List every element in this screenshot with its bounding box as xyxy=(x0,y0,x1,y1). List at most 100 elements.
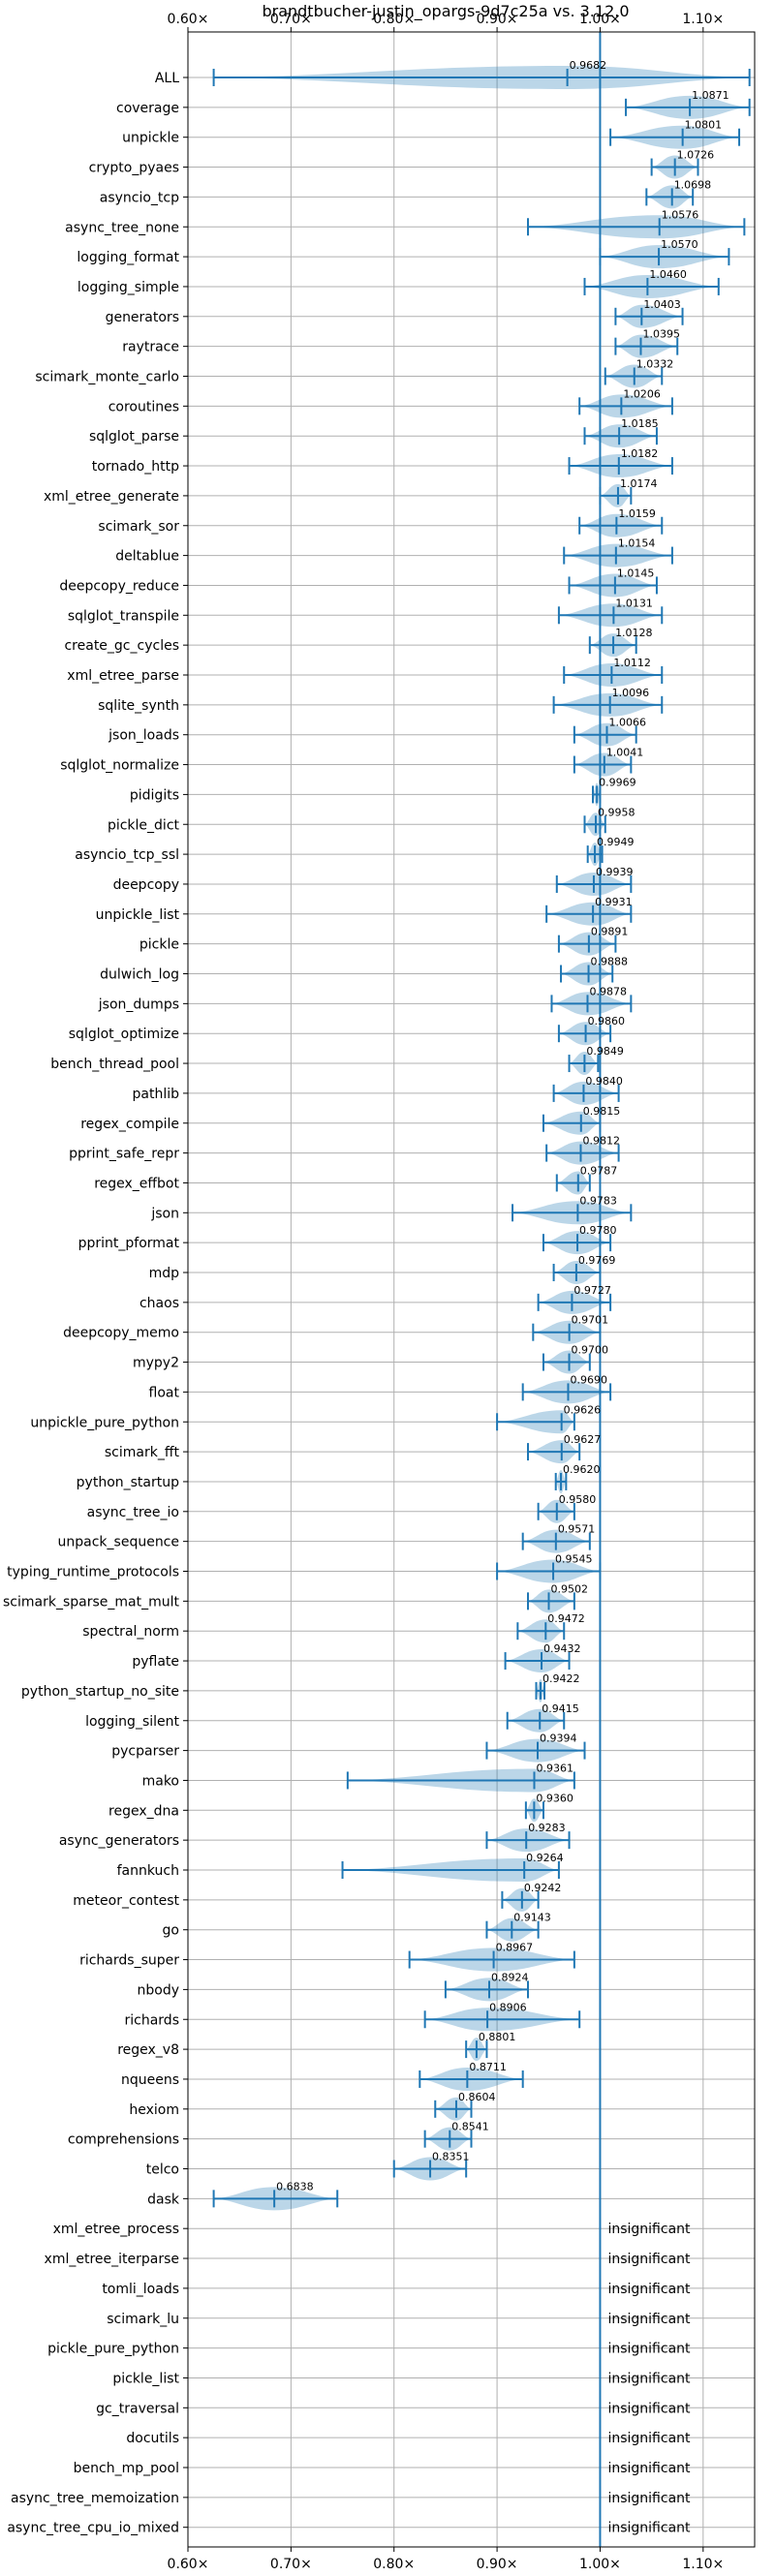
category-label: pycparser xyxy=(111,1744,179,1760)
category-label: comprehensions xyxy=(68,2132,179,2148)
value-label: 0.9939 xyxy=(596,866,634,878)
value-label: 1.0871 xyxy=(692,89,729,102)
category-label: docutils xyxy=(126,2431,179,2446)
value-label: 1.0801 xyxy=(685,119,723,132)
category-label: deltablue xyxy=(115,549,179,565)
category-label: logging_silent xyxy=(85,1714,179,1730)
category-label: sqlglot_parse xyxy=(89,429,179,445)
value-label: 0.8604 xyxy=(458,2091,496,2103)
value-label: 1.0726 xyxy=(677,149,715,162)
value-label: 0.9432 xyxy=(543,1642,581,1655)
value-label: 0.9264 xyxy=(526,1852,564,1864)
value-label: 1.0185 xyxy=(621,417,659,430)
category-label: asyncio_tcp xyxy=(100,190,179,205)
value-label: 1.0131 xyxy=(615,597,653,609)
value-label: 0.9626 xyxy=(564,1403,602,1416)
category-label: async_tree_none xyxy=(65,220,179,235)
category-label: bench_thread_pool xyxy=(50,1057,179,1072)
category-label: json_dumps xyxy=(98,997,179,1012)
value-label: 0.9415 xyxy=(542,1702,579,1715)
category-label: logging_simple xyxy=(78,280,179,295)
value-label: 0.9958 xyxy=(598,806,636,818)
category-label: xml_etree_process xyxy=(53,2222,179,2237)
insignificant-label: insignificant xyxy=(607,2521,691,2536)
category-label: python_startup xyxy=(77,1475,179,1490)
value-label: 0.9815 xyxy=(583,1105,621,1118)
category-label: fannkuch xyxy=(117,1863,179,1879)
value-label: 1.0395 xyxy=(642,328,680,341)
category-label: mako xyxy=(142,1773,179,1789)
category-label: pickle xyxy=(140,937,179,953)
label-layer: 0.60× 0.60× 0.70× 0.70× 0.80× 0.80× 0.90× 0.90×… xyxy=(3,12,729,2572)
category-label: tornado_http xyxy=(92,459,179,475)
category-label: asyncio_tcp_ssl xyxy=(75,847,179,863)
value-label: 1.0576 xyxy=(662,208,699,221)
insignificant-label: insignificant xyxy=(607,2431,691,2446)
value-label: 0.9580 xyxy=(559,1493,597,1506)
category-label: scimark_sparse_mat_mult xyxy=(3,1594,179,1610)
value-label: 0.8351 xyxy=(432,2151,470,2163)
value-label: 0.9787 xyxy=(580,1164,618,1177)
plot-frame xyxy=(187,31,756,2548)
value-label: 0.9700 xyxy=(572,1344,609,1357)
insignificant-label: insignificant xyxy=(607,2401,691,2416)
x-tick-label-bottom: 0.80× xyxy=(373,2557,415,2572)
x-tick-label-bottom: 0.90× xyxy=(477,2557,518,2572)
value-label: 0.9682 xyxy=(570,59,607,72)
value-label: 1.0112 xyxy=(613,657,651,669)
x-tick-label-top: 0.80× xyxy=(373,12,415,27)
category-label: gc_traversal xyxy=(96,2401,179,2416)
value-label: 0.9701 xyxy=(572,1314,609,1327)
category-label: xml_etree_parse xyxy=(67,668,179,684)
category-label: coroutines xyxy=(108,399,179,414)
value-label: 0.9969 xyxy=(599,776,636,788)
category-label: async_tree_cpu_io_mixed xyxy=(7,2521,179,2536)
value-label: 0.9840 xyxy=(585,1075,623,1088)
value-label: 0.9949 xyxy=(597,836,635,848)
value-label: 1.0145 xyxy=(617,567,655,579)
category-label: scimark_fft xyxy=(105,1445,180,1460)
value-label: 1.0570 xyxy=(661,238,698,251)
category-label: scimark_sor xyxy=(98,519,179,535)
value-label: 0.9812 xyxy=(582,1135,620,1148)
category-label: chaos xyxy=(140,1296,179,1311)
category-label: nqueens xyxy=(121,2072,179,2088)
category-label: mypy2 xyxy=(133,1356,179,1371)
x-tick-label-bottom: 0.70× xyxy=(270,2557,312,2572)
value-label: 0.9878 xyxy=(589,985,627,997)
insignificant-label: insignificant xyxy=(607,2282,691,2297)
value-label: 0.9860 xyxy=(588,1015,626,1027)
category-label: scimark_monte_carlo xyxy=(35,370,179,385)
category-label: float xyxy=(149,1385,180,1400)
category-label: xml_etree_iterparse xyxy=(45,2252,179,2267)
value-label: 0.9891 xyxy=(591,926,629,938)
category-label: spectral_norm xyxy=(82,1624,179,1640)
category-label: pprint_safe_repr xyxy=(69,1147,179,1162)
category-label: go xyxy=(163,1923,179,1939)
insignificant-label: insignificant xyxy=(607,2461,691,2476)
value-label: 1.0182 xyxy=(621,447,659,460)
x-tick-label-top: 0.70× xyxy=(270,12,312,27)
x-tick-label-top: 1.00× xyxy=(579,12,621,27)
value-label: 1.0096 xyxy=(612,687,650,699)
category-label: unpickle xyxy=(122,131,179,146)
value-label: 0.6838 xyxy=(276,2180,314,2193)
category-label: deepcopy xyxy=(113,877,179,893)
category-label: regex_v8 xyxy=(117,2042,179,2058)
value-label: 0.9783 xyxy=(579,1194,617,1207)
category-label: pickle_list xyxy=(112,2371,179,2386)
x-tick-label-bottom: 0.60× xyxy=(168,2557,209,2572)
category-label: pickle_pure_python xyxy=(47,2342,179,2357)
x-tick-label-top: 0.60× xyxy=(168,12,209,27)
value-label: 0.9571 xyxy=(558,1523,596,1536)
category-label: sqlglot_transpile xyxy=(68,608,179,624)
violin-layer xyxy=(212,32,751,2547)
value-label: 0.9888 xyxy=(591,956,629,968)
value-label: 1.0159 xyxy=(618,507,656,520)
category-label: telco xyxy=(146,2162,179,2178)
value-label: 1.0174 xyxy=(620,477,658,490)
category-label: ALL xyxy=(155,71,179,86)
insignificant-label: insignificant xyxy=(607,2312,691,2327)
value-label: 0.9242 xyxy=(524,1882,562,1894)
value-label: 0.9361 xyxy=(536,1762,574,1774)
